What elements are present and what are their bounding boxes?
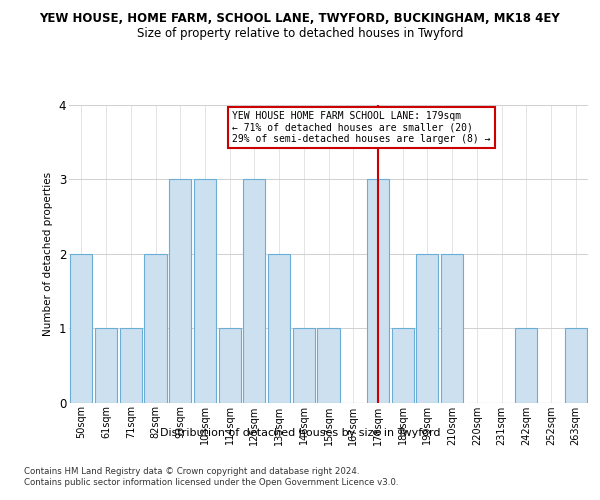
- Bar: [243, 180, 265, 402]
- Text: YEW HOUSE, HOME FARM, SCHOOL LANE, TWYFORD, BUCKINGHAM, MK18 4EY: YEW HOUSE, HOME FARM, SCHOOL LANE, TWYFO…: [40, 12, 560, 26]
- Y-axis label: Number of detached properties: Number of detached properties: [43, 172, 53, 336]
- Bar: [441, 254, 463, 402]
- Bar: [194, 180, 216, 402]
- Bar: [268, 254, 290, 402]
- Text: Distribution of detached houses by size in Twyford: Distribution of detached houses by size …: [160, 428, 440, 438]
- Bar: [95, 328, 117, 402]
- Bar: [218, 328, 241, 402]
- Text: YEW HOUSE HOME FARM SCHOOL LANE: 179sqm
← 71% of detached houses are smaller (20: YEW HOUSE HOME FARM SCHOOL LANE: 179sqm …: [232, 111, 491, 144]
- Bar: [367, 180, 389, 402]
- Bar: [293, 328, 315, 402]
- Bar: [416, 254, 439, 402]
- Bar: [317, 328, 340, 402]
- Bar: [145, 254, 167, 402]
- Bar: [565, 328, 587, 402]
- Bar: [169, 180, 191, 402]
- Bar: [515, 328, 538, 402]
- Text: Contains HM Land Registry data © Crown copyright and database right 2024.
Contai: Contains HM Land Registry data © Crown c…: [24, 468, 398, 487]
- Text: Size of property relative to detached houses in Twyford: Size of property relative to detached ho…: [137, 28, 463, 40]
- Bar: [70, 254, 92, 402]
- Bar: [392, 328, 414, 402]
- Bar: [119, 328, 142, 402]
